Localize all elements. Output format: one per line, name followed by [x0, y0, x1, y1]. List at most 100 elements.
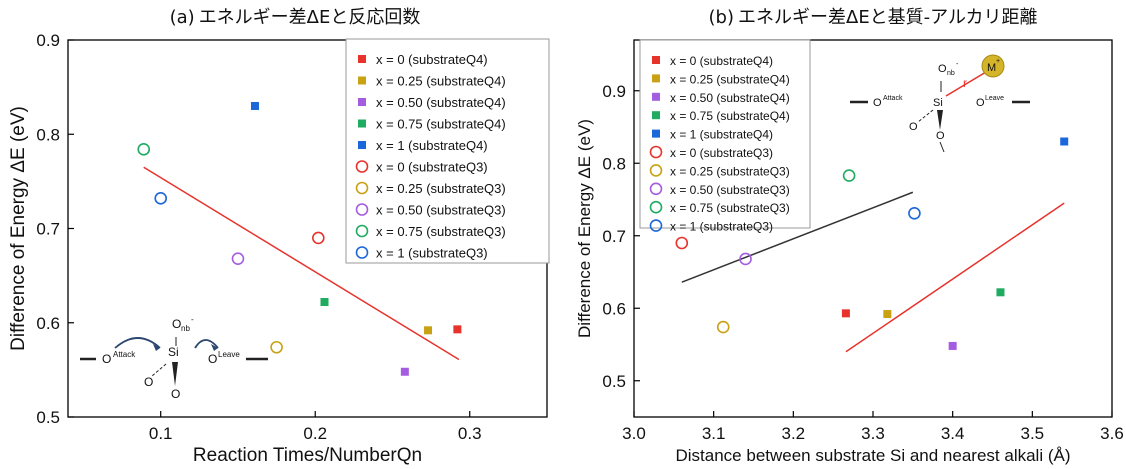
inset-label: Si: [933, 97, 943, 109]
x-tick-label: 3.2: [782, 424, 806, 443]
inset-label: -: [956, 61, 959, 68]
legend-marker: [649, 145, 663, 159]
legend-marker: [649, 164, 663, 177]
x-tick-label: 0.1: [149, 424, 173, 443]
legend-marker: [652, 56, 660, 64]
inset-label: O: [938, 63, 947, 75]
data-point: [908, 206, 921, 220]
data-point: [739, 252, 752, 266]
legend-marker: [649, 182, 663, 196]
y-axis-label: Difference of Energy ΔE (eV): [575, 119, 594, 338]
data-point: [948, 341, 957, 350]
data-point: [841, 309, 850, 318]
y-tick-label: 0.7: [602, 227, 626, 246]
legend-entry: x = 0 (substrateQ3): [376, 160, 488, 175]
legend-entry: x = 1 (substrateQ3): [376, 246, 488, 261]
chart-title-text: エネルギー差ΔEと反応回数: [199, 7, 421, 28]
chart-title-text: エネルギー差ΔEと基質-アルカリ距離: [738, 7, 1037, 28]
data-point: [883, 310, 892, 319]
inset-label: Leave: [218, 350, 240, 359]
fit-line: [845, 202, 1065, 353]
wedge-bond: [937, 110, 943, 130]
inset-label: O: [976, 97, 985, 109]
data-point: [137, 143, 151, 156]
chart-title: (a) エネルギー差ΔEと反応回数: [170, 7, 421, 28]
inset-label: O: [171, 387, 180, 401]
data-point: [154, 192, 168, 205]
legend-marker: [358, 141, 366, 149]
legend-marker: [358, 76, 366, 85]
panel-label: (b): [709, 7, 734, 28]
y-tick-label: 0.9: [602, 82, 626, 101]
x-tick-label: 3.1: [702, 424, 726, 443]
y-tick-label: 0.8: [36, 125, 60, 144]
inset-label: O: [936, 130, 945, 142]
inset-label: Leave: [985, 95, 1004, 102]
legend-box: [639, 39, 811, 229]
legend-entry: x = 1 (substrateQ4): [376, 138, 488, 153]
legend-marker: [652, 74, 660, 83]
data-point: [996, 288, 1005, 297]
x-tick-label: 3.4: [941, 424, 965, 443]
x-tick-label: 3.6: [1100, 424, 1124, 443]
legend-entry: x = 0.75 (substrateQ4): [376, 117, 506, 132]
x-tick-label: 0.2: [303, 424, 327, 443]
y-tick-label: 0.5: [602, 372, 626, 391]
y-tick-label: 0.5: [36, 408, 60, 427]
data-point: [270, 340, 283, 354]
y-tick-label: 0.6: [602, 299, 626, 318]
inset-label: Si: [168, 345, 179, 359]
inset-label: nb: [181, 324, 190, 333]
inset-label: +: [996, 58, 1000, 65]
legend-entry: x = 0.75 (substrateQ4): [670, 109, 790, 123]
legend-entry: x = 0.25 (substrateQ4): [376, 74, 506, 89]
legend-marker: [355, 160, 369, 173]
inset-label: O: [909, 121, 918, 133]
data-point: [716, 320, 730, 334]
legend-entry: x = 0.25 (substrateQ4): [670, 72, 790, 86]
x-tick-label: 3.0: [622, 424, 646, 443]
legend-entry: x = 0 (substrateQ4): [376, 52, 488, 67]
leave-arrow: [194, 339, 219, 349]
attack-arrow: [114, 337, 161, 349]
data-point: [400, 367, 409, 376]
inset-label: Attack: [883, 95, 903, 102]
wedge-bond: [172, 362, 178, 386]
x-tick-label: 3.3: [861, 424, 885, 443]
arrow-head: [153, 344, 160, 351]
legend-entry: x = 0.50 (substrateQ4): [376, 95, 506, 110]
legend-marker: [649, 200, 663, 214]
data-point: [312, 231, 325, 245]
legend-entry: x = 0 (substrateQ4): [670, 54, 773, 68]
legend-entry: x = 1 (substrateQ4): [670, 128, 773, 142]
arrow-head: [211, 344, 218, 351]
y-tick-label: 0.7: [36, 220, 60, 239]
legend-marker: [358, 55, 366, 63]
data-point: [675, 236, 689, 250]
inset-label: O: [144, 375, 153, 389]
inset-label: M: [987, 62, 996, 74]
chart-panel-b: (b) エネルギー差ΔEと基質-アルカリ距離 3.0 3.1 3.2 3.3 3.4 3.5 3…: [575, 7, 1124, 465]
inset-label: O: [208, 352, 217, 366]
x-tick-label: 0.3: [458, 424, 482, 443]
legend-marker: [649, 219, 663, 232]
legend-marker: [652, 129, 660, 138]
data-point: [320, 298, 329, 307]
x-axis-label: Distance between substrate Si and neares…: [676, 446, 1071, 465]
y-axis-label: Difference of Energy ΔE (eV): [8, 106, 29, 351]
legend-marker: [652, 111, 660, 120]
legend-entry: x = 1 (substrateQ3): [670, 220, 773, 234]
legend-entry: x = 0.25 (substrateQ3): [670, 164, 790, 178]
panel-label: (a): [170, 7, 195, 28]
bond-line: [939, 141, 945, 153]
y-tick-label: 0.6: [36, 314, 60, 333]
inset-label: O: [102, 352, 111, 366]
data-point: [1060, 137, 1069, 146]
legend-marker: [358, 119, 366, 128]
inset-label: -: [191, 315, 194, 324]
inset-label: nb: [947, 70, 955, 77]
legend-entry: x = 0.75 (substrateQ3): [376, 224, 506, 239]
chart-panel-a: (a) エネルギー差ΔEと反応回数 0.1 0.2 0.3 0.5 0.6 0.7 0.8 0.9…: [8, 7, 550, 466]
